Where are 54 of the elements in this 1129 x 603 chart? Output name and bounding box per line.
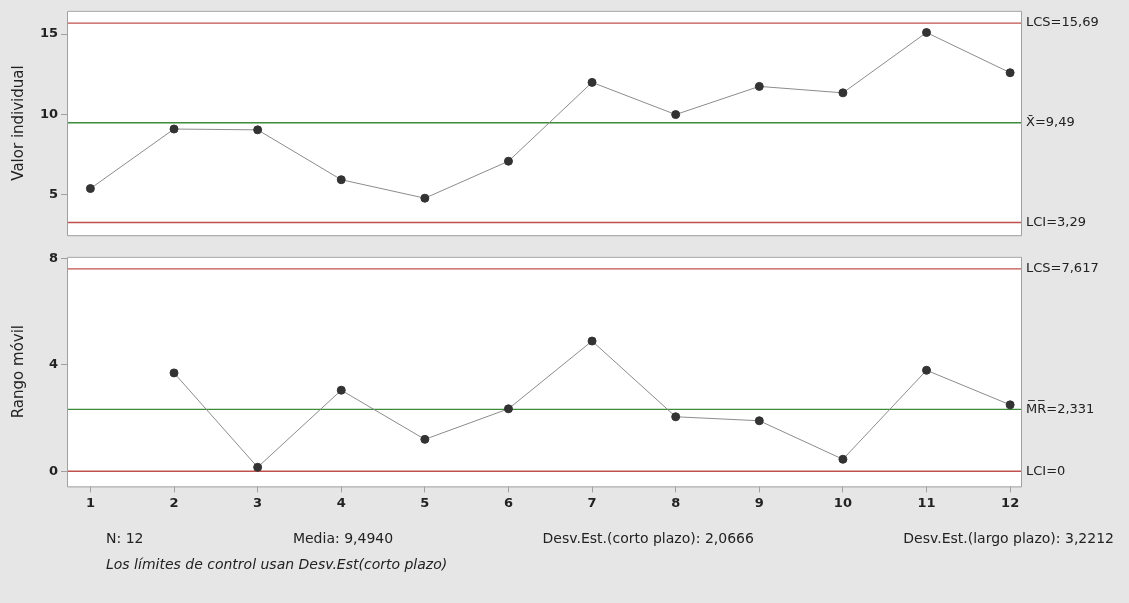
point [922, 28, 932, 38]
point [336, 385, 346, 395]
x-tick-label: 5 [420, 494, 430, 510]
ref-line-label: LCI=3,29 [1026, 213, 1086, 229]
x-tick-label: 2 [169, 494, 179, 510]
y-axis-title: Valor individual [8, 65, 27, 181]
ref-line-label: X̄=9,49 [1026, 114, 1075, 130]
point [420, 193, 430, 203]
y-tick-label: 5 [48, 186, 58, 202]
x-tick-label: 1 [85, 494, 95, 510]
x-tick-label: 11 [917, 494, 936, 510]
point [838, 454, 848, 464]
point [85, 184, 95, 194]
point [420, 434, 430, 444]
x-tick-label: 10 [833, 494, 852, 510]
point [754, 81, 764, 91]
point [253, 462, 263, 472]
ref-line-label: M̅R̅=2,331 [1026, 400, 1095, 416]
text: Media: 9,4940 [292, 530, 394, 546]
text: Desv.Est.(corto plazo): 2,0666 [542, 530, 754, 546]
ref-line-label: LCS=7,617 [1026, 260, 1099, 276]
x-tick-label: 9 [754, 494, 764, 510]
y-tick-label: 0 [48, 462, 58, 478]
point [922, 365, 932, 375]
text: N: 12 [106, 530, 144, 546]
point [253, 125, 263, 135]
point [503, 156, 513, 166]
point [336, 175, 346, 185]
point [671, 412, 681, 422]
x-tick-label: 3 [253, 494, 263, 510]
point [754, 416, 764, 426]
point [169, 124, 179, 134]
point [587, 336, 597, 346]
point [1005, 68, 1015, 78]
x-tick-label: 8 [671, 494, 681, 510]
x-tick-label: 4 [336, 494, 346, 510]
ref-line-label: LCI=0 [1026, 462, 1066, 478]
y-tick-label: 4 [48, 356, 58, 372]
point [1005, 400, 1015, 410]
y-tick-label: 10 [39, 105, 58, 121]
point [503, 404, 513, 414]
ref-line-label: LCS=15,69 [1026, 14, 1099, 30]
x-tick-label: 12 [1001, 494, 1020, 510]
x-tick-label: 7 [587, 494, 597, 510]
y-axis-title: Rango móvil [8, 324, 27, 419]
point [671, 110, 681, 120]
text: Desv.Est.(largo plazo): 3,2212 [903, 530, 1114, 546]
y-tick-label: 15 [39, 25, 58, 41]
point [587, 77, 597, 87]
text: Los límites de control usan Desv.Est(corto plazo) [106, 556, 449, 572]
y-tick-label: 8 [48, 250, 58, 266]
point [838, 88, 848, 98]
x-tick-label: 6 [503, 494, 513, 510]
point [169, 368, 179, 378]
